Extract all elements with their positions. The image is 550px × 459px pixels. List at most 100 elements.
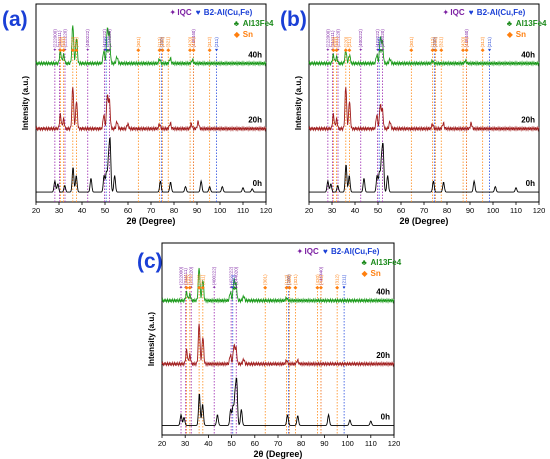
x-tick-label: 50 [101,206,109,215]
peak-marker-orange: ◆ [344,48,348,54]
series-line-0h [162,377,394,426]
peak-marker-blue: ♥ [343,285,346,291]
peak-label: (446440) [191,29,196,48]
peak-label: (411) [318,274,323,285]
peak-marker-purple: ✦ [375,48,379,54]
x-axis-label: 2θ (Degree) [254,449,303,459]
peak-marker-orange: ◆ [293,285,297,291]
peak-marker-al13fe4: ♣ [233,286,237,292]
panel-3: (c)0h20h40h✦(222000)✦(311111)✦(222220)✦(… [137,242,402,459]
peak-label: (400222) [358,29,363,48]
legend-label: B2-Al(Cu,Fe) [331,247,380,256]
peak-marker-orange: ◆ [335,48,339,54]
peak-label: (220) [197,274,202,285]
peak-marker-orange: ◆ [188,48,192,54]
peak-marker-orange: ◆ [288,285,292,291]
legend-symbol: ✦ [169,8,176,17]
peak-marker-al13fe4: ♣ [379,49,383,55]
legend-label: IQC [450,8,464,17]
peak-marker-blue: ♥ [378,48,381,54]
peak-label: (400) [433,36,438,47]
x-tick-label: 50 [374,206,382,215]
peak-marker-orange: ◆ [409,48,413,54]
x-tick-label: 20 [305,206,313,215]
peak-marker-purple: ✦ [326,48,330,54]
peak-marker-orange: ◆ [58,48,62,54]
peak-marker-orange: ◆ [158,48,162,54]
x-tick-label: 100 [214,206,227,215]
peak-label: (112) [284,274,289,285]
peak-label: (211) [214,37,219,48]
peak-marker-purple: ✦ [53,48,57,54]
peak-marker-blue: ♥ [105,48,108,54]
x-tick-label: 90 [320,439,328,448]
legend-label: Sn [371,269,381,278]
peak-label: (200) [184,274,189,285]
peak-marker-blue: ♥ [231,285,234,291]
legend-symbol: ◆ [362,269,369,278]
x-tick-label: 80 [443,206,451,215]
x-tick-label: 60 [124,206,132,215]
x-tick-label: 70 [274,439,282,448]
peak-marker-purple: ✦ [234,285,238,291]
series-label: 40h [248,50,262,59]
peak-label: (301) [136,36,141,47]
peak-label: (220) [70,36,75,47]
x-tick-label: 100 [341,439,354,448]
peak-marker-purple: ✦ [319,285,323,291]
peak-marker-orange: ◆ [465,48,469,54]
x-tick-label: 20 [158,439,166,448]
legend-symbol: ♣ [362,258,368,267]
panel-label: (a) [2,8,28,31]
x-tick-label: 110 [510,206,522,215]
legend-symbol: ◆ [507,30,514,39]
peak-label: (446440) [464,29,469,48]
peak-marker-purple: ✦ [102,48,106,54]
peak-marker-orange: ◆ [75,48,79,54]
peak-label: (222000) [52,29,57,48]
legend-label: B2-Al(Cu,Fe) [204,8,253,17]
x-tick-label: 40 [78,206,86,215]
x-tick-label: 40 [204,439,212,448]
peak-marker-orange: ◆ [185,285,189,291]
x-tick-label: 120 [533,206,546,215]
legend-label: IQC [177,8,191,17]
peak-label: (222220) [189,266,194,285]
peak-marker-purple: ✦ [184,285,188,291]
x-tick-label: 110 [365,439,377,448]
x-tick-label: 30 [328,206,336,215]
series-line-40h [161,267,395,304]
peak-label: (244020) [234,266,239,285]
legend-label: IQC [305,247,319,256]
series-label: 40h [521,50,535,59]
legend: ✦ IQC ♥ B2-Al(Cu,Fe) ♣ Al13Fe4◆ Sn [442,8,547,39]
peak-marker-orange: ◆ [263,285,267,291]
plot-frame [308,3,540,203]
legend-symbol: ✦ [297,247,304,256]
peak-marker-purple: ✦ [380,48,384,54]
peak-marker-orange: ◆ [481,48,485,54]
legend-symbol: ♥ [469,8,474,17]
peak-marker-al13fe4: ♣ [106,49,110,55]
panel-label: (b) [280,8,307,31]
series-label: 0h [381,412,390,421]
peak-label: (222000) [179,266,184,285]
x-tick-label: 60 [397,206,405,215]
peak-label: (101) [187,274,192,285]
peak-marker-purple: ✦ [63,48,67,54]
peak-label: (312) [335,274,340,285]
peak-label: (200) [58,36,63,47]
series-line-20h [161,323,395,368]
series-line-20h [35,87,267,132]
peak-label: (312) [207,36,212,47]
series-label: 20h [376,351,390,360]
peak-label: (311111) [183,268,188,285]
peak-marker-orange: ◆ [434,48,438,54]
x-tick-label: 20 [32,206,40,215]
x-tick-label: 80 [297,439,305,448]
peak-marker-purple: ✦ [107,48,111,54]
legend: ✦ IQC ♥ B2-Al(Cu,Fe) ♣ Al13Fe4◆ Sn [169,8,274,39]
legend-label: Al13Fe4 [371,258,402,267]
peak-label: (422222) [375,29,380,48]
peak-marker-blue: ♥ [287,285,290,291]
